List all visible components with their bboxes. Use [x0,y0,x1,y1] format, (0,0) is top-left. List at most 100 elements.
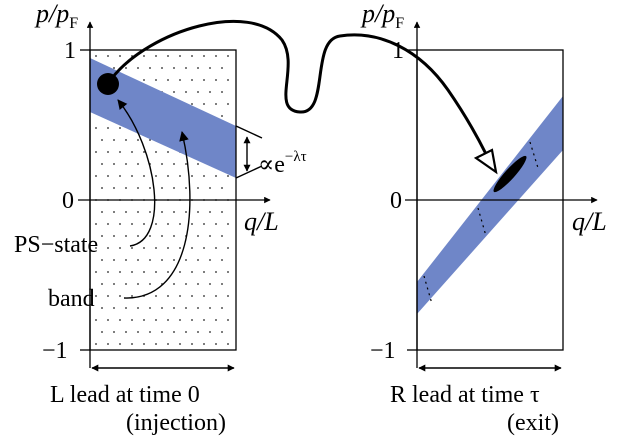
lead-dot [119,319,121,321]
lead-dot [155,223,157,225]
lead-dot [203,175,205,177]
lead-dot [149,67,151,69]
lead-dot [143,319,145,321]
lead-dot [209,235,211,237]
lead-dot [95,151,97,153]
lead-dot [119,223,121,225]
decay-label: ∝e−λτ [258,149,307,178]
lead-dot [203,295,205,297]
right-x-axis-label: q/L [572,207,607,236]
lead-dot [221,115,223,117]
lead-dot [107,151,109,153]
lead-dot [149,211,151,213]
lead-dot [149,259,151,261]
lead-dot [215,79,217,81]
lead-dot [131,343,133,345]
lead-dot [179,223,181,225]
lead-dot [137,259,139,261]
lead-dot [191,55,193,57]
lead-dot [161,235,163,237]
lead-dot [197,67,199,69]
lead-dot [149,187,151,189]
lead-dot [197,235,199,237]
lead-dot [113,259,115,261]
lead-dot [173,67,175,69]
lead-dot [185,331,187,333]
lead-dot [131,319,133,321]
lead-dot [173,283,175,285]
lead-dot [101,307,103,309]
lead-dot [173,259,175,261]
lead-dot [191,295,193,297]
lead-dot [209,187,211,189]
lead-dot [179,343,181,345]
lead-dot [113,235,115,237]
lead-dot [173,235,175,237]
lead-dot [215,247,217,249]
lead-dot [149,283,151,285]
lead-dot [149,139,151,141]
lead-dot [215,55,217,57]
lead-dot [101,211,103,213]
lead-dot [227,223,229,225]
right-caption-line1: R lead at time τ [390,382,540,408]
left-caption-line1: L lead at time 0 [50,382,200,408]
annotation-ps-state: PS−state [14,232,98,258]
lead-dot [197,307,199,309]
lead-dot [221,67,223,69]
lead-dot [167,343,169,345]
left-caption-line2: (injection) [126,410,226,436]
decay-tick-upper [235,125,263,139]
lead-dot [113,331,115,333]
lead-dot [221,307,223,309]
lead-dot [215,103,217,105]
lead-dot [143,55,145,57]
lead-dot [221,91,223,93]
lead-dot [131,271,133,273]
lead-dot [95,55,97,57]
lead-dot [179,295,181,297]
lead-dot [167,271,169,273]
lead-dot [185,283,187,285]
lead-dot [173,211,175,213]
lead-dot [131,223,133,225]
lead-dot [185,91,187,93]
lead-dot [149,235,151,237]
lead-dot [119,247,121,249]
lead-dot [107,247,109,249]
lead-dot [197,331,199,333]
lead-dot [215,319,217,321]
lead-dot [227,271,229,273]
lead-dot [209,331,211,333]
lead-dot [203,247,205,249]
lead-dot [95,295,97,297]
lead-dot [137,307,139,309]
trajectory-arrowhead [473,148,498,175]
lead-dot [221,283,223,285]
lead-dot [155,343,157,345]
lead-dot [203,319,205,321]
right-y-axis-label: p/pF [360,0,404,32]
lead-dot [191,247,193,249]
lead-dot [101,283,103,285]
lead-dot [179,319,181,321]
left-tick-label-zero: 0 [62,188,74,214]
lead-dot [149,307,151,309]
lead-dot [113,283,115,285]
lead-dot [221,211,223,213]
lead-dot [119,127,121,129]
lead-dot [203,79,205,81]
lead-dot [185,307,187,309]
lead-dot [167,151,169,153]
lead-dot [221,331,223,333]
lead-dot [119,271,121,273]
lead-dot [179,79,181,81]
annotation-band: band [48,286,95,312]
lead-dot [161,67,163,69]
lead-dot [227,319,229,321]
lead-dot [119,175,121,177]
band-pointer [123,131,191,299]
lead-dot [101,259,103,261]
lead-dot [203,55,205,57]
lead-dot [215,295,217,297]
